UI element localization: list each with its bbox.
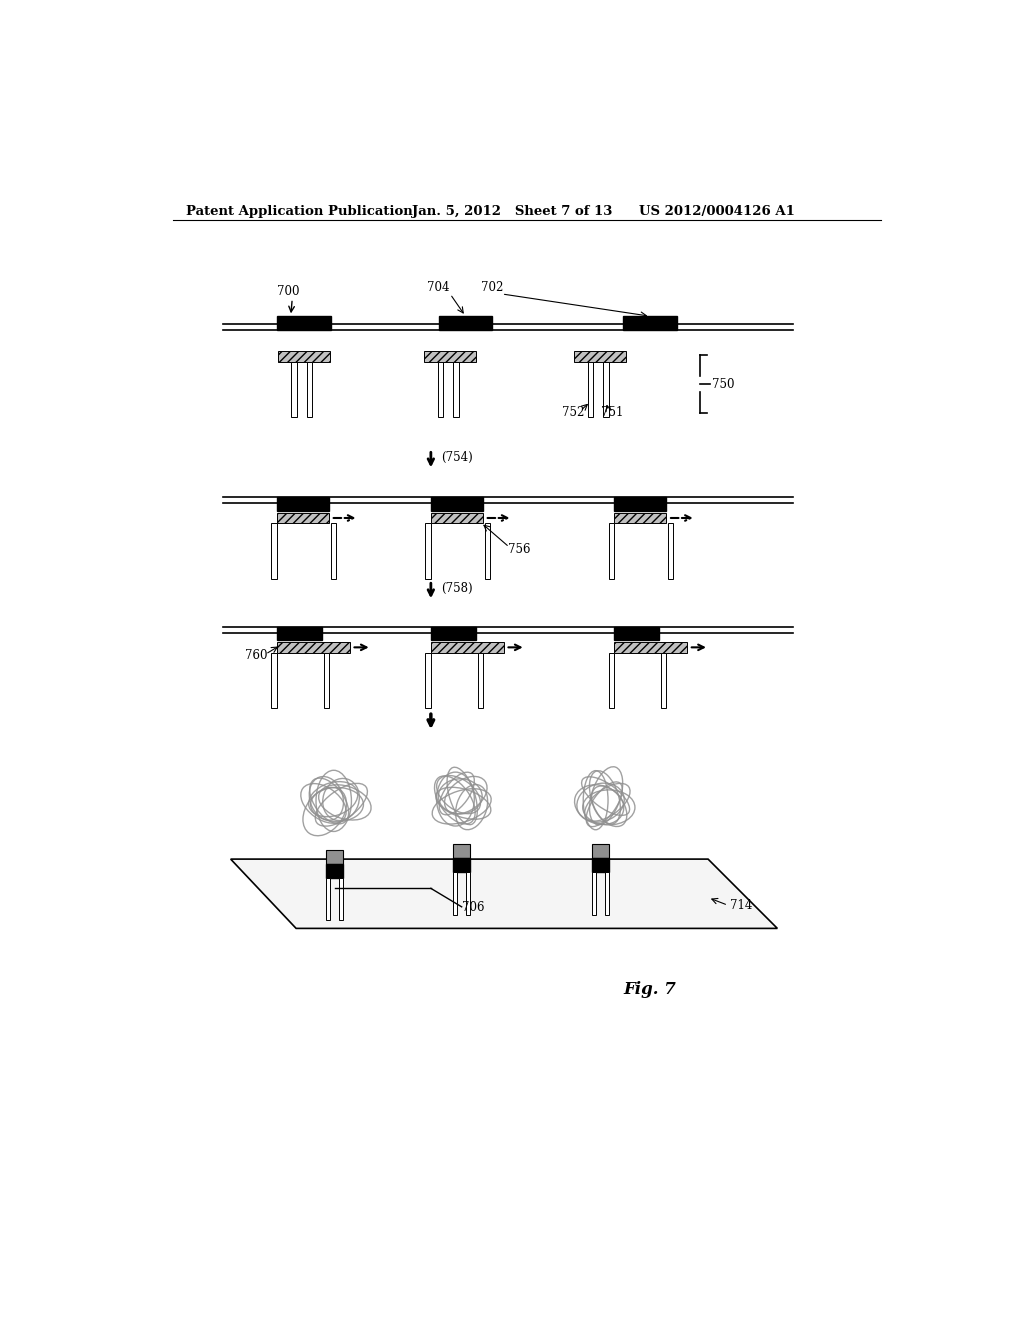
Bar [574,351,627,362]
Bar [454,362,459,417]
Text: Fig. 7: Fig. 7 [624,982,676,998]
Bar [614,627,658,640]
Bar [326,863,343,878]
Text: US 2012/0004126 A1: US 2012/0004126 A1 [639,205,795,218]
Bar [588,362,593,417]
Polygon shape [230,859,777,928]
Bar [276,498,330,511]
Text: (754): (754) [441,451,473,465]
Bar [271,524,276,579]
Bar [339,878,343,920]
Bar [431,512,483,524]
Bar [326,850,343,863]
Text: 752: 752 [562,407,585,420]
Text: Patent Application Publication: Patent Application Publication [186,205,413,218]
Text: 700: 700 [276,285,299,298]
Bar [424,351,476,362]
Bar [276,317,331,330]
Bar [466,873,470,915]
Text: 750: 750 [712,378,734,391]
Bar [484,524,490,579]
Bar [608,524,614,579]
Bar [592,873,596,915]
Bar [454,873,457,915]
Bar [614,512,667,524]
Bar [276,512,330,524]
Text: 756: 756 [508,543,530,556]
Bar [276,627,322,640]
Bar [425,524,431,579]
Bar [592,858,608,873]
Text: (758): (758) [441,582,472,595]
Bar [276,642,350,653]
Bar [271,653,276,708]
Text: 702: 702 [481,281,504,294]
Bar [438,362,443,417]
Bar [614,642,687,653]
Bar [324,653,330,708]
Bar [662,653,667,708]
Bar [278,351,330,362]
Bar [307,362,312,417]
Bar [478,653,483,708]
Bar [431,498,483,511]
Text: 760: 760 [245,649,267,661]
Text: 704: 704 [427,281,450,294]
Bar [605,873,608,915]
Bar [326,878,330,920]
Text: 751: 751 [601,407,624,420]
Bar [603,362,608,417]
Bar [425,653,431,708]
Bar [592,845,608,858]
Bar [668,524,674,579]
Bar [614,498,667,511]
Bar [608,653,614,708]
Bar [431,627,475,640]
Bar [438,317,493,330]
Text: 714: 714 [730,899,752,912]
Bar [624,317,677,330]
Text: 706: 706 [462,902,484,915]
Bar [454,858,470,873]
Text: Jan. 5, 2012   Sheet 7 of 13: Jan. 5, 2012 Sheet 7 of 13 [412,205,612,218]
Bar [454,845,470,858]
Bar [331,524,336,579]
Bar [431,642,504,653]
Bar [292,362,297,417]
